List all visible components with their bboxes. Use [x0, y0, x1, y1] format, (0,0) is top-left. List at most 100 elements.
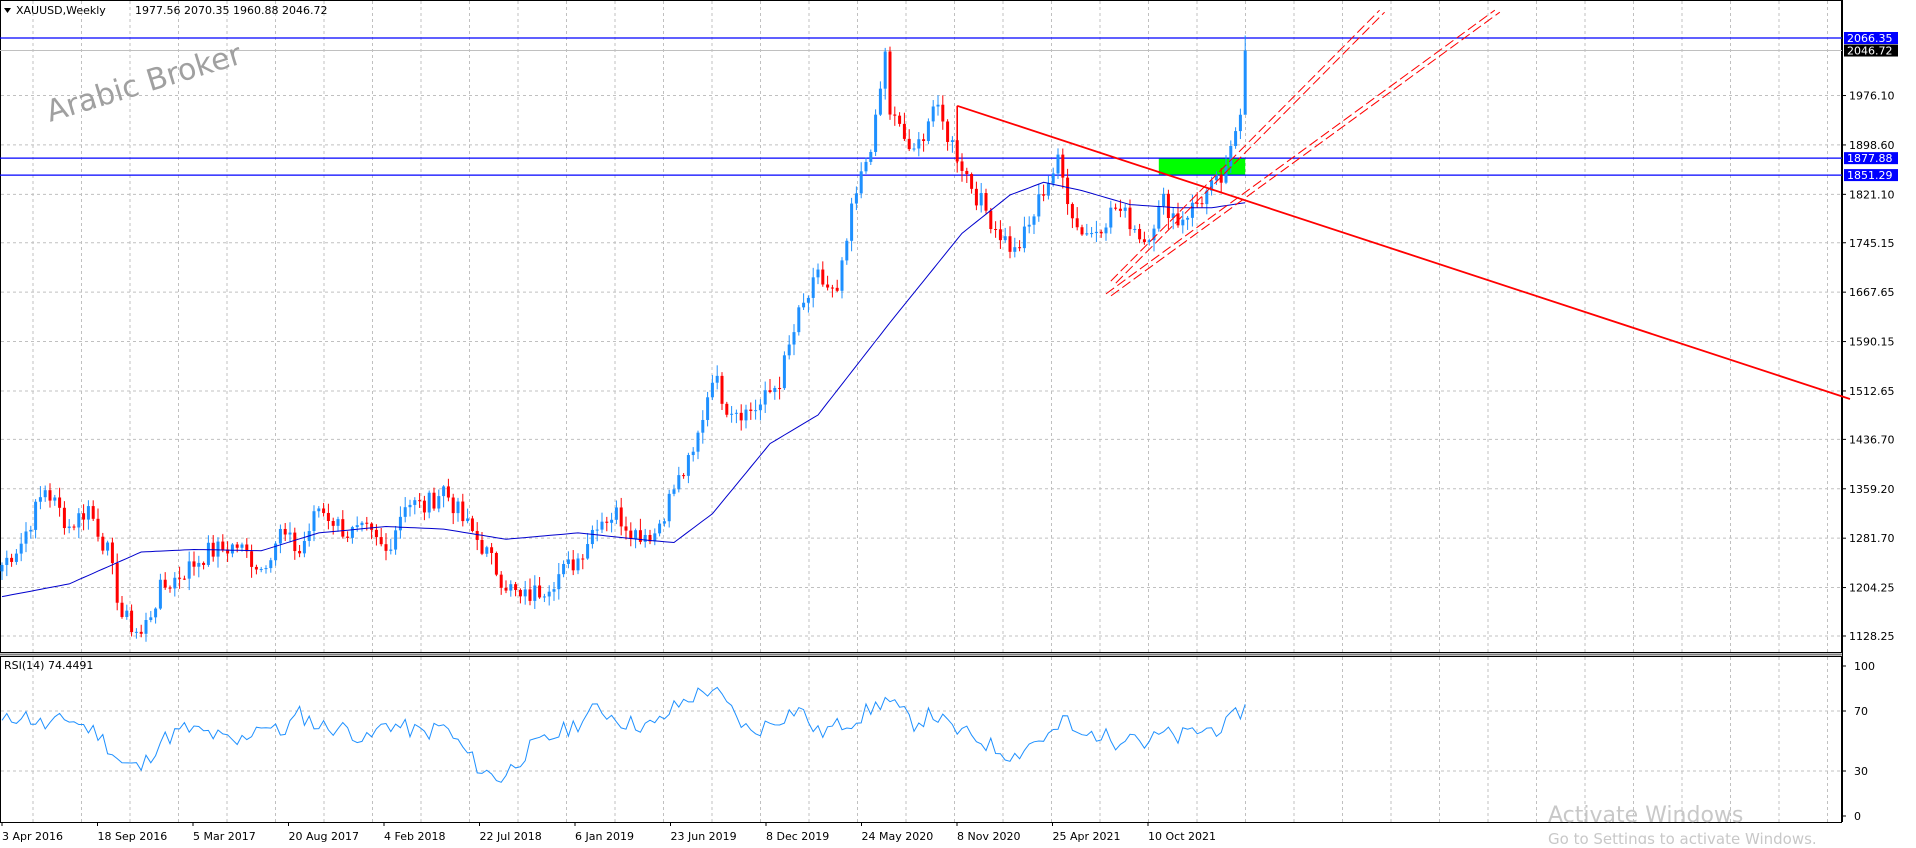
candle-bullish — [816, 269, 820, 278]
candle-bearish — [221, 541, 225, 550]
candle-bullish — [216, 541, 220, 557]
rsi-tick-label: 0 — [1854, 810, 1861, 823]
candle-bullish — [1210, 180, 1214, 191]
candle-bullish — [701, 419, 705, 433]
candle-bullish — [864, 161, 868, 172]
candle-bullish — [360, 522, 364, 526]
candle-bearish — [101, 536, 105, 551]
candle-bearish — [293, 532, 297, 552]
ohlc-values: 1977.56 2070.35 1960.88 2046.72 — [135, 4, 327, 17]
price-tick-label: 1128.25 — [1849, 630, 1895, 643]
price-tick-label: 1745.15 — [1849, 237, 1895, 250]
candle-bearish — [1042, 194, 1046, 196]
candle-bearish — [1176, 213, 1180, 226]
candle-bearish — [250, 551, 254, 567]
dropdown-triangle-icon[interactable] — [4, 8, 11, 13]
candle-bearish — [720, 375, 724, 404]
price-tick-label: 1976.10 — [1849, 90, 1895, 103]
axes: 1976.10 1898.60 1821.10 1745.15 1667.65 1590.… — [0, 90, 1895, 843]
candle-bearish — [898, 115, 902, 124]
level-price-label: 1851.29 — [1847, 169, 1893, 182]
candle-bearish — [974, 188, 978, 206]
candle-bullish — [787, 344, 791, 356]
chart-header: XAUUSD,Weekly 1977.56 2070.35 1960.88 20… — [4, 4, 327, 17]
candle-bearish — [1070, 204, 1074, 219]
candle-bullish — [1027, 224, 1031, 227]
candle-bullish — [1162, 193, 1166, 207]
candle-bullish — [667, 493, 671, 522]
rsi-tick-label: 70 — [1854, 705, 1868, 718]
candle-bullish — [811, 277, 815, 298]
candle-bullish — [278, 528, 282, 544]
rsi-panel-border — [0, 656, 1842, 823]
candle-bullish — [1109, 207, 1113, 228]
candle-bearish — [1118, 208, 1122, 211]
level-price-tag — [1844, 152, 1898, 165]
price-tick-label: 1204.25 — [1849, 582, 1895, 595]
candle-bearish — [139, 631, 143, 634]
candle-bearish — [994, 229, 998, 231]
candle-bearish — [82, 513, 86, 520]
candle-bullish — [403, 507, 407, 517]
candle-bullish — [1234, 131, 1238, 146]
candle-bullish — [610, 519, 614, 523]
candle-bullish — [576, 558, 580, 571]
candle-bullish — [1046, 183, 1050, 196]
candle-bearish — [970, 174, 974, 189]
candle-bullish — [634, 530, 638, 539]
ma-line — [1, 181, 1246, 598]
candle-bearish — [490, 547, 494, 553]
candle-bearish — [298, 551, 302, 554]
candle-bullish — [197, 562, 201, 567]
trend-lines[interactable] — [956, 9, 1851, 400]
candle-bearish — [749, 409, 753, 411]
candle-bullish — [878, 88, 882, 115]
candles — [0, 35, 1247, 642]
candle-bearish — [907, 138, 911, 150]
candle-bearish — [96, 518, 100, 537]
candle-bearish — [624, 526, 628, 531]
candle-bullish — [466, 518, 470, 522]
channel-line[interactable] — [1110, 9, 1380, 282]
candle-bullish — [715, 375, 719, 383]
candle-bullish — [547, 591, 551, 597]
candle-bullish — [302, 540, 306, 554]
candle-bullish — [590, 529, 594, 545]
candle-bullish — [874, 114, 878, 152]
candle-bearish — [379, 537, 383, 545]
candle-bearish — [331, 521, 335, 526]
candle-bullish — [931, 106, 935, 122]
channel-line-parallel[interactable] — [1110, 11, 1501, 297]
candle-bullish — [917, 139, 921, 149]
descending-trend-line[interactable] — [956, 104, 1851, 400]
candle-bearish — [1142, 239, 1146, 243]
channel-line[interactable] — [1105, 9, 1496, 295]
horizontal-levels[interactable]: 2066.35 1877.88 1851.29 2046.72 — [0, 32, 1898, 182]
candle-bullish — [86, 506, 90, 520]
candle-bullish — [763, 390, 767, 405]
candle-bearish — [581, 558, 585, 560]
candle-bullish — [456, 501, 460, 514]
level-price-label: 1877.88 — [1847, 152, 1893, 165]
candle-bearish — [835, 287, 839, 291]
candle-bullish — [614, 507, 618, 520]
candle-bullish — [1090, 233, 1094, 235]
candle-bearish — [1138, 228, 1142, 240]
candle-bullish — [442, 486, 446, 497]
candle-bullish — [29, 529, 33, 532]
candle-bearish — [528, 589, 532, 601]
candle-bullish — [355, 525, 359, 528]
date-tick-label: 25 Apr 2021 — [1053, 830, 1121, 843]
candle-bearish — [941, 104, 945, 122]
candle-bearish — [475, 530, 479, 540]
candle-bearish — [91, 506, 95, 519]
candle-bullish — [1181, 219, 1185, 226]
support-zone-layer — [1158, 158, 1246, 176]
candle-bullish — [523, 589, 527, 597]
support-zone — [1158, 158, 1246, 176]
candle-bearish — [518, 589, 522, 597]
candle-bullish — [1152, 228, 1156, 241]
channel-line-parallel[interactable] — [1115, 11, 1385, 284]
